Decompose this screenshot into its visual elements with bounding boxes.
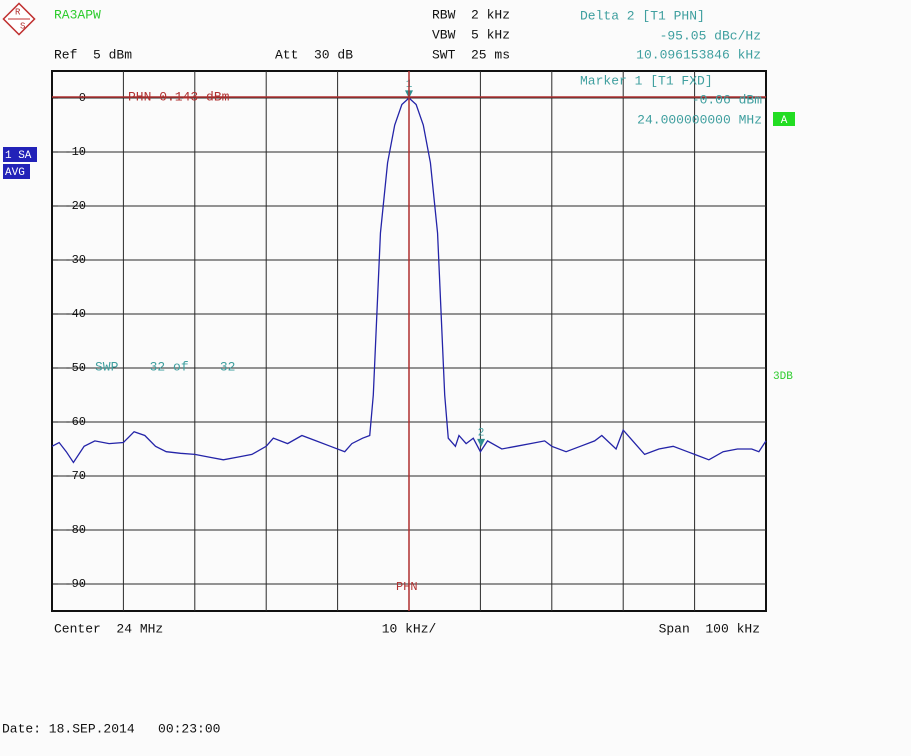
- delta-title: Delta 2 [T1 PHN]: [580, 8, 705, 23]
- sweep-time: SWT 25 ms: [432, 47, 510, 62]
- delta-level: -95.05 dBc/Hz: [660, 28, 761, 43]
- ref-level: Ref 5 dBm: [54, 47, 132, 62]
- y-tick-label: 0: [79, 91, 86, 105]
- attenuation: Att 30 dB: [275, 47, 353, 62]
- span: Span 100 kHz: [659, 621, 760, 636]
- instrument-name: RA3APW: [54, 7, 101, 22]
- logo-letter: R: [15, 7, 21, 17]
- marker-level: -0.06 dBm: [692, 92, 762, 107]
- detector-label: AVG: [5, 167, 25, 179]
- trace: [51, 97, 767, 464]
- y-tick-label: -60: [64, 415, 86, 429]
- y-tick-label: -70: [64, 469, 86, 483]
- marker-label: 2: [478, 428, 485, 440]
- screen-box: [773, 112, 795, 126]
- y-tick-label: -50: [64, 361, 86, 375]
- logo: R S: [2, 2, 36, 36]
- y-tick-label: -80: [64, 523, 86, 537]
- delta-offset: 10.096153846 kHz: [636, 47, 761, 62]
- marker-frequency: 24.000000000 MHz: [637, 112, 762, 127]
- y-tick-label: -10: [64, 145, 86, 159]
- trace-label: 1 SA: [5, 150, 32, 162]
- y-tick-label: -90: [64, 577, 86, 591]
- phn-line-label: PHN 0.143 dBm: [128, 89, 230, 104]
- division: 10 kHz/: [382, 621, 437, 636]
- sweep-count: SWP 32 of 32: [95, 359, 235, 374]
- phn-marker-label: PHN: [396, 580, 418, 594]
- rbw: RBW 2 kHz: [432, 7, 510, 22]
- y-tick-label: -20: [64, 199, 86, 213]
- center-frequency: Center 24 MHz: [54, 621, 163, 636]
- screen-label: A: [781, 115, 788, 127]
- date: Date: 18.SEP.2014 00:23:00: [2, 721, 220, 736]
- trace-box: [3, 147, 37, 162]
- vbw: VBW 5 kHz: [432, 27, 510, 42]
- logo-letter: S: [20, 21, 25, 31]
- detector-box: [3, 164, 30, 179]
- marker-title: Marker 1 [T1 FXD]: [580, 73, 713, 88]
- y-tick-label: -30: [64, 253, 86, 267]
- filter-label: 3DB: [773, 371, 793, 383]
- y-tick-label: -40: [64, 307, 86, 321]
- marker: [477, 438, 486, 447]
- plot-layer: 0-10-20-30-40-50-60-70-80-9012: [51, 79, 767, 591]
